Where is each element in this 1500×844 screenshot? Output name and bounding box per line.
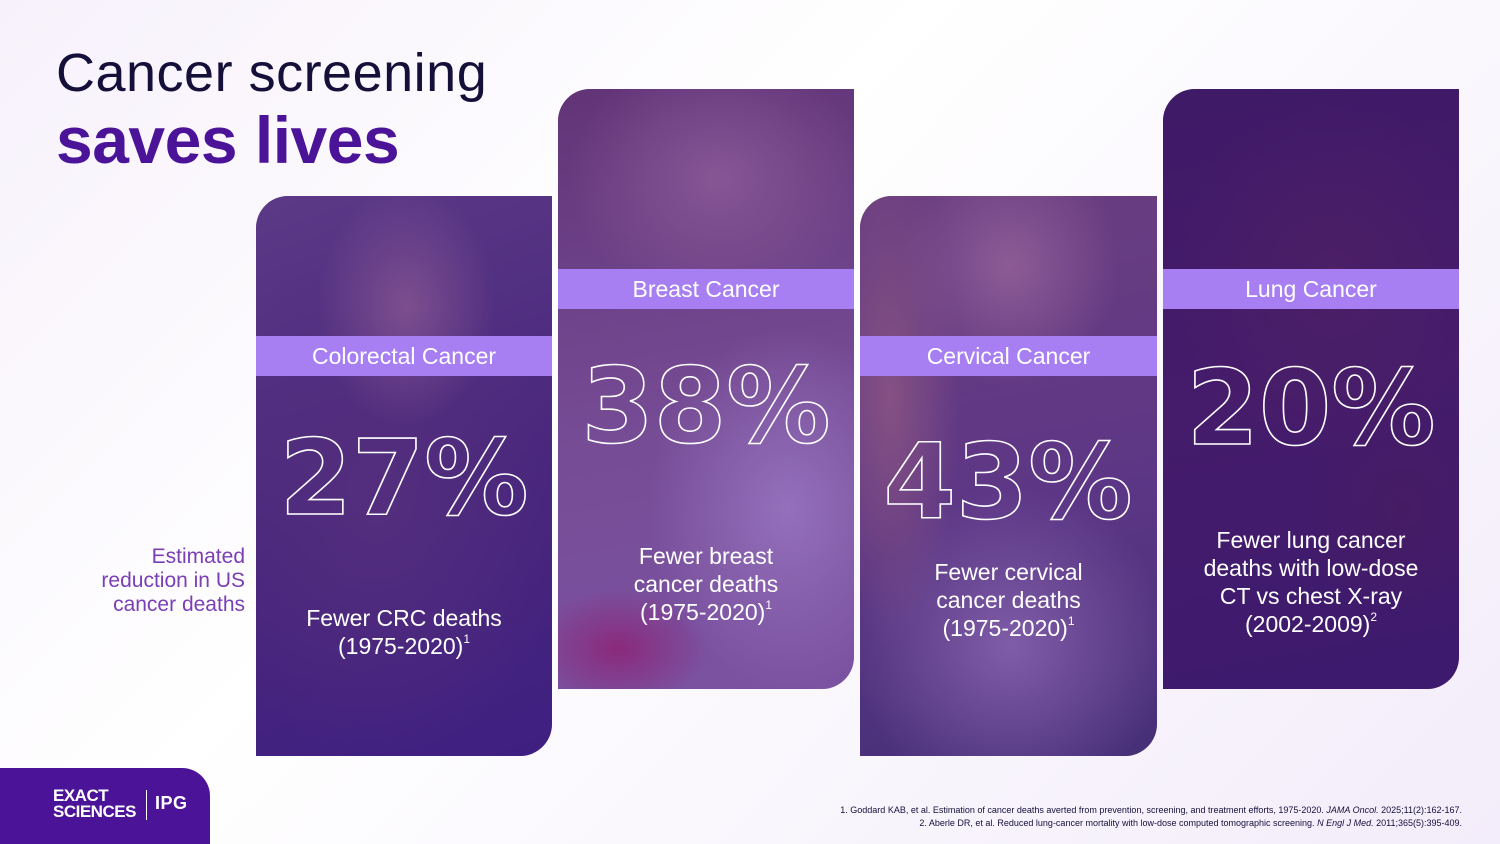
desc-line: Fewer lung cancer	[1216, 527, 1406, 553]
card-stat-value: 38%	[582, 345, 831, 467]
desc-line: (1975-2020)	[942, 615, 1068, 641]
logo-divider	[146, 790, 147, 820]
card-stat-value: 20%	[1187, 347, 1436, 469]
logo-text-line: SCIENCES	[53, 802, 136, 821]
card-cervical: Cervical Cancer 43% Fewer cervical cance…	[860, 196, 1157, 756]
desc-line: (1975-2020)	[640, 599, 766, 625]
footnote-ref: 1	[1067, 614, 1075, 628]
footnote-2: 2. Aberle DR, et al. Reduced lung-cancer…	[919, 818, 1462, 828]
desc-line: Fewer cervical	[934, 559, 1083, 585]
desc-line: deaths with low-dose	[1203, 555, 1419, 581]
desc-line: (1975-2020)	[338, 633, 464, 659]
card-description: Fewer cervical cancer deaths (1975-2020)…	[870, 558, 1147, 642]
card-description: Fewer breast cancer deaths (1975-2020)1	[568, 542, 844, 626]
desc-line: cancer deaths	[633, 571, 779, 597]
brand-logo-panel: EXACT SCIENCES IPG	[0, 768, 210, 844]
card-stat: 27%	[256, 414, 552, 540]
card-lung: Lung Cancer 20% Fewer lung cancer deaths…	[1163, 89, 1459, 689]
title-line-1: Cancer screening	[56, 43, 488, 103]
card-stat-value: 27%	[280, 417, 529, 539]
ipg-logo: IPG	[155, 793, 188, 813]
card-stat-value: 43%	[884, 421, 1133, 543]
footnote-ref: 1	[765, 598, 772, 612]
card-breast: Breast Cancer 38% Fewer breast cancer de…	[558, 89, 854, 689]
exact-sciences-logo: EXACT SCIENCES	[53, 786, 136, 821]
footnote-1: 1. Goddard KAB, et al. Estimation of can…	[840, 805, 1462, 815]
title-line-2: saves lives	[56, 103, 400, 177]
card-category-band: Cervical Cancer	[860, 336, 1157, 376]
card-description: Fewer lung cancer deaths with low-dose C…	[1173, 526, 1449, 638]
desc-line: (2002-2009)	[1245, 611, 1371, 637]
card-description: Fewer CRC deaths (1975-2020)1	[266, 604, 542, 660]
desc-line: CT vs chest X-ray	[1219, 583, 1403, 609]
slide-title: Cancer screening saves lives	[56, 42, 487, 176]
card-category-band: Colorectal Cancer	[256, 336, 552, 376]
side-label: Estimated reduction in US cancer deaths	[101, 545, 245, 616]
card-category-band: Breast Cancer	[558, 269, 854, 309]
card-stat: 20%	[1163, 344, 1459, 470]
card-category-band: Lung Cancer	[1163, 269, 1459, 309]
logo-text-line: EXACT	[53, 786, 109, 805]
footnote-ref: 2	[1370, 610, 1377, 624]
card-colorectal: Colorectal Cancer 27% Fewer CRC deaths (…	[256, 196, 552, 756]
footnote-ref: 1	[463, 632, 470, 646]
footnotes: 1. Goddard KAB, et al. Estimation of can…	[840, 804, 1462, 830]
desc-line: Fewer CRC deaths	[306, 605, 502, 631]
card-stat: 38%	[558, 342, 854, 468]
card-stat: 43%	[860, 418, 1157, 544]
desc-line: cancer deaths	[936, 587, 1081, 613]
desc-line: Fewer breast	[638, 543, 774, 569]
